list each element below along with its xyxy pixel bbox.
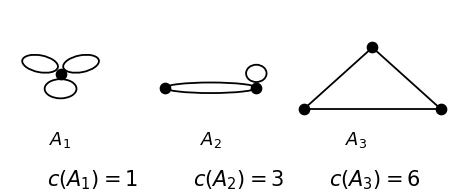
Text: $c(A_3) = 6$: $c(A_3) = 6$ — [329, 168, 421, 192]
Point — [369, 46, 376, 49]
Text: $c(A_2) = 3$: $c(A_2) = 3$ — [192, 168, 284, 192]
Point — [162, 86, 169, 89]
Point — [437, 107, 444, 111]
Text: $A_2$: $A_2$ — [200, 130, 222, 150]
Point — [57, 73, 64, 76]
Point — [253, 86, 260, 89]
Text: $A_1$: $A_1$ — [49, 130, 71, 150]
Point — [300, 107, 308, 111]
Text: $c(A_1) = 1$: $c(A_1) = 1$ — [47, 168, 138, 192]
Text: $A_3$: $A_3$ — [345, 130, 368, 150]
